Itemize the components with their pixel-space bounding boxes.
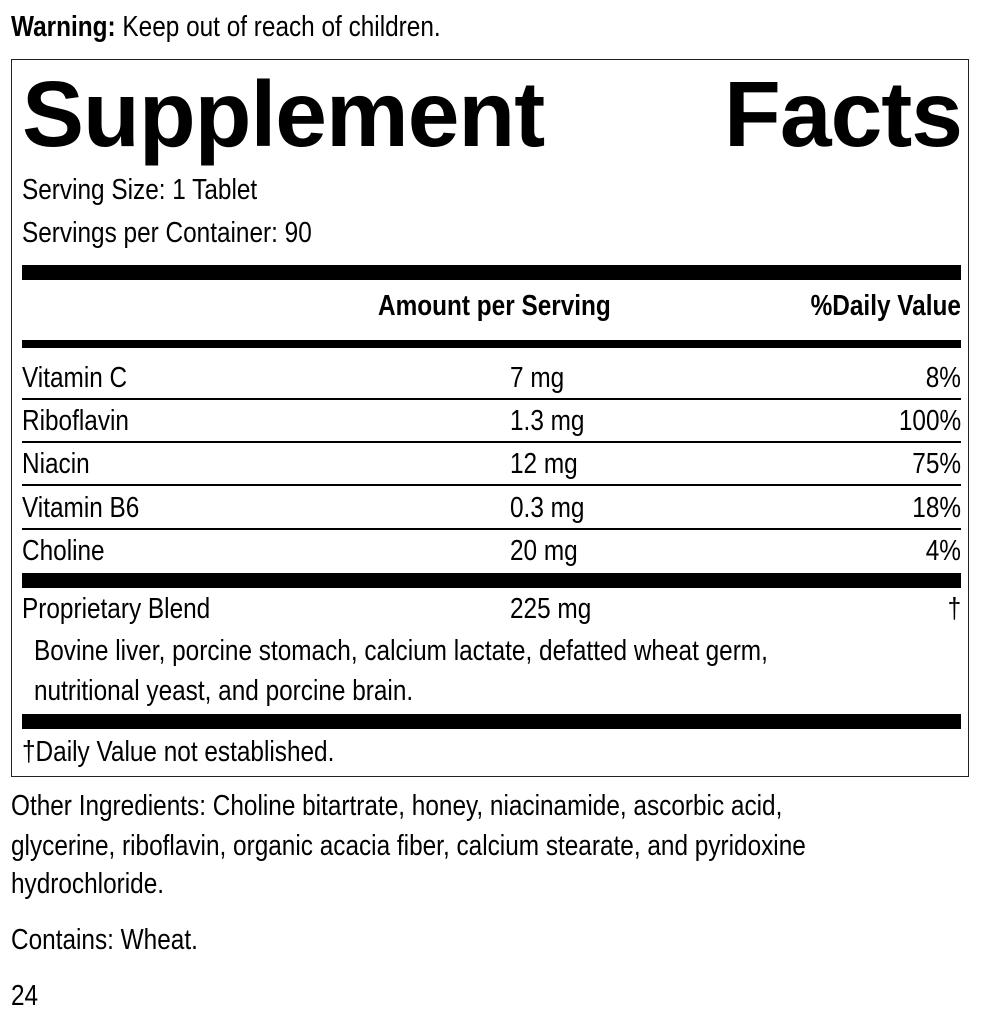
- nutrient-dv: 8%: [925, 362, 961, 394]
- other-ingredients-line-3: hydrochloride.: [11, 868, 165, 900]
- nutrient-dv: 100%: [898, 405, 961, 437]
- thin-divider: [22, 398, 961, 400]
- nutrient-name: Niacin: [22, 448, 90, 480]
- blend-ingredients-line-1: Bovine liver, porcine stomach, calcium l…: [34, 635, 768, 667]
- title-word-2: Facts: [724, 62, 963, 166]
- nutrient-dv: 4%: [925, 535, 961, 567]
- nutrient-dv: 75%: [912, 448, 961, 480]
- thick-divider: [22, 265, 961, 280]
- servings-per-container: Servings per Container: 90: [22, 217, 312, 249]
- warning-text: Keep out of reach of children.: [122, 11, 441, 43]
- footnote: †Daily Value not established.: [22, 736, 335, 768]
- serving-size: Serving Size: 1 Tablet: [22, 174, 258, 206]
- nutrient-amount: 20 mg: [510, 535, 578, 567]
- blend-dv: †: [947, 593, 961, 625]
- header-amount: Amount per Serving: [378, 290, 611, 322]
- contains-allergens: Contains: Wheat.: [11, 924, 198, 956]
- nutrient-amount: 1.3 mg: [510, 405, 585, 437]
- nutrient-dv: 18%: [912, 492, 961, 524]
- warning: Warning: Keep out of reach of children.: [11, 13, 441, 42]
- nutrient-amount: 7 mg: [510, 362, 565, 394]
- warning-label: Warning:: [11, 11, 116, 43]
- nutrient-name: Vitamin C: [22, 362, 128, 394]
- supplement-facts-panel: [11, 59, 969, 777]
- medium-divider: [22, 340, 961, 348]
- nutrient-amount: 0.3 mg: [510, 492, 585, 524]
- nutrient-name: Choline: [22, 535, 105, 567]
- other-ingredients-line-1: Other Ingredients: Choline bitartrate, h…: [11, 790, 783, 822]
- header-daily-value: %Daily Value: [810, 290, 961, 322]
- thick-divider: [22, 714, 961, 729]
- title-word-1: Supplement: [22, 62, 545, 166]
- thin-divider: [22, 528, 961, 530]
- thin-divider: [22, 484, 961, 486]
- thick-divider: [22, 573, 961, 588]
- nutrient-amount: 12 mg: [510, 448, 578, 480]
- other-ingredients-line-2: glycerine, riboflavin, organic acacia fi…: [11, 830, 806, 862]
- blend-name: Proprietary Blend: [22, 593, 211, 625]
- nutrient-name: Riboflavin: [22, 405, 129, 437]
- nutrient-name: Vitamin B6: [22, 492, 140, 524]
- thin-divider: [22, 441, 961, 443]
- page-number: 24: [11, 980, 39, 1012]
- blend-ingredients-line-2: nutritional yeast, and porcine brain.: [34, 675, 414, 707]
- panel-title: Supplement Facts: [22, 62, 963, 166]
- blend-amount: 225 mg: [510, 593, 592, 625]
